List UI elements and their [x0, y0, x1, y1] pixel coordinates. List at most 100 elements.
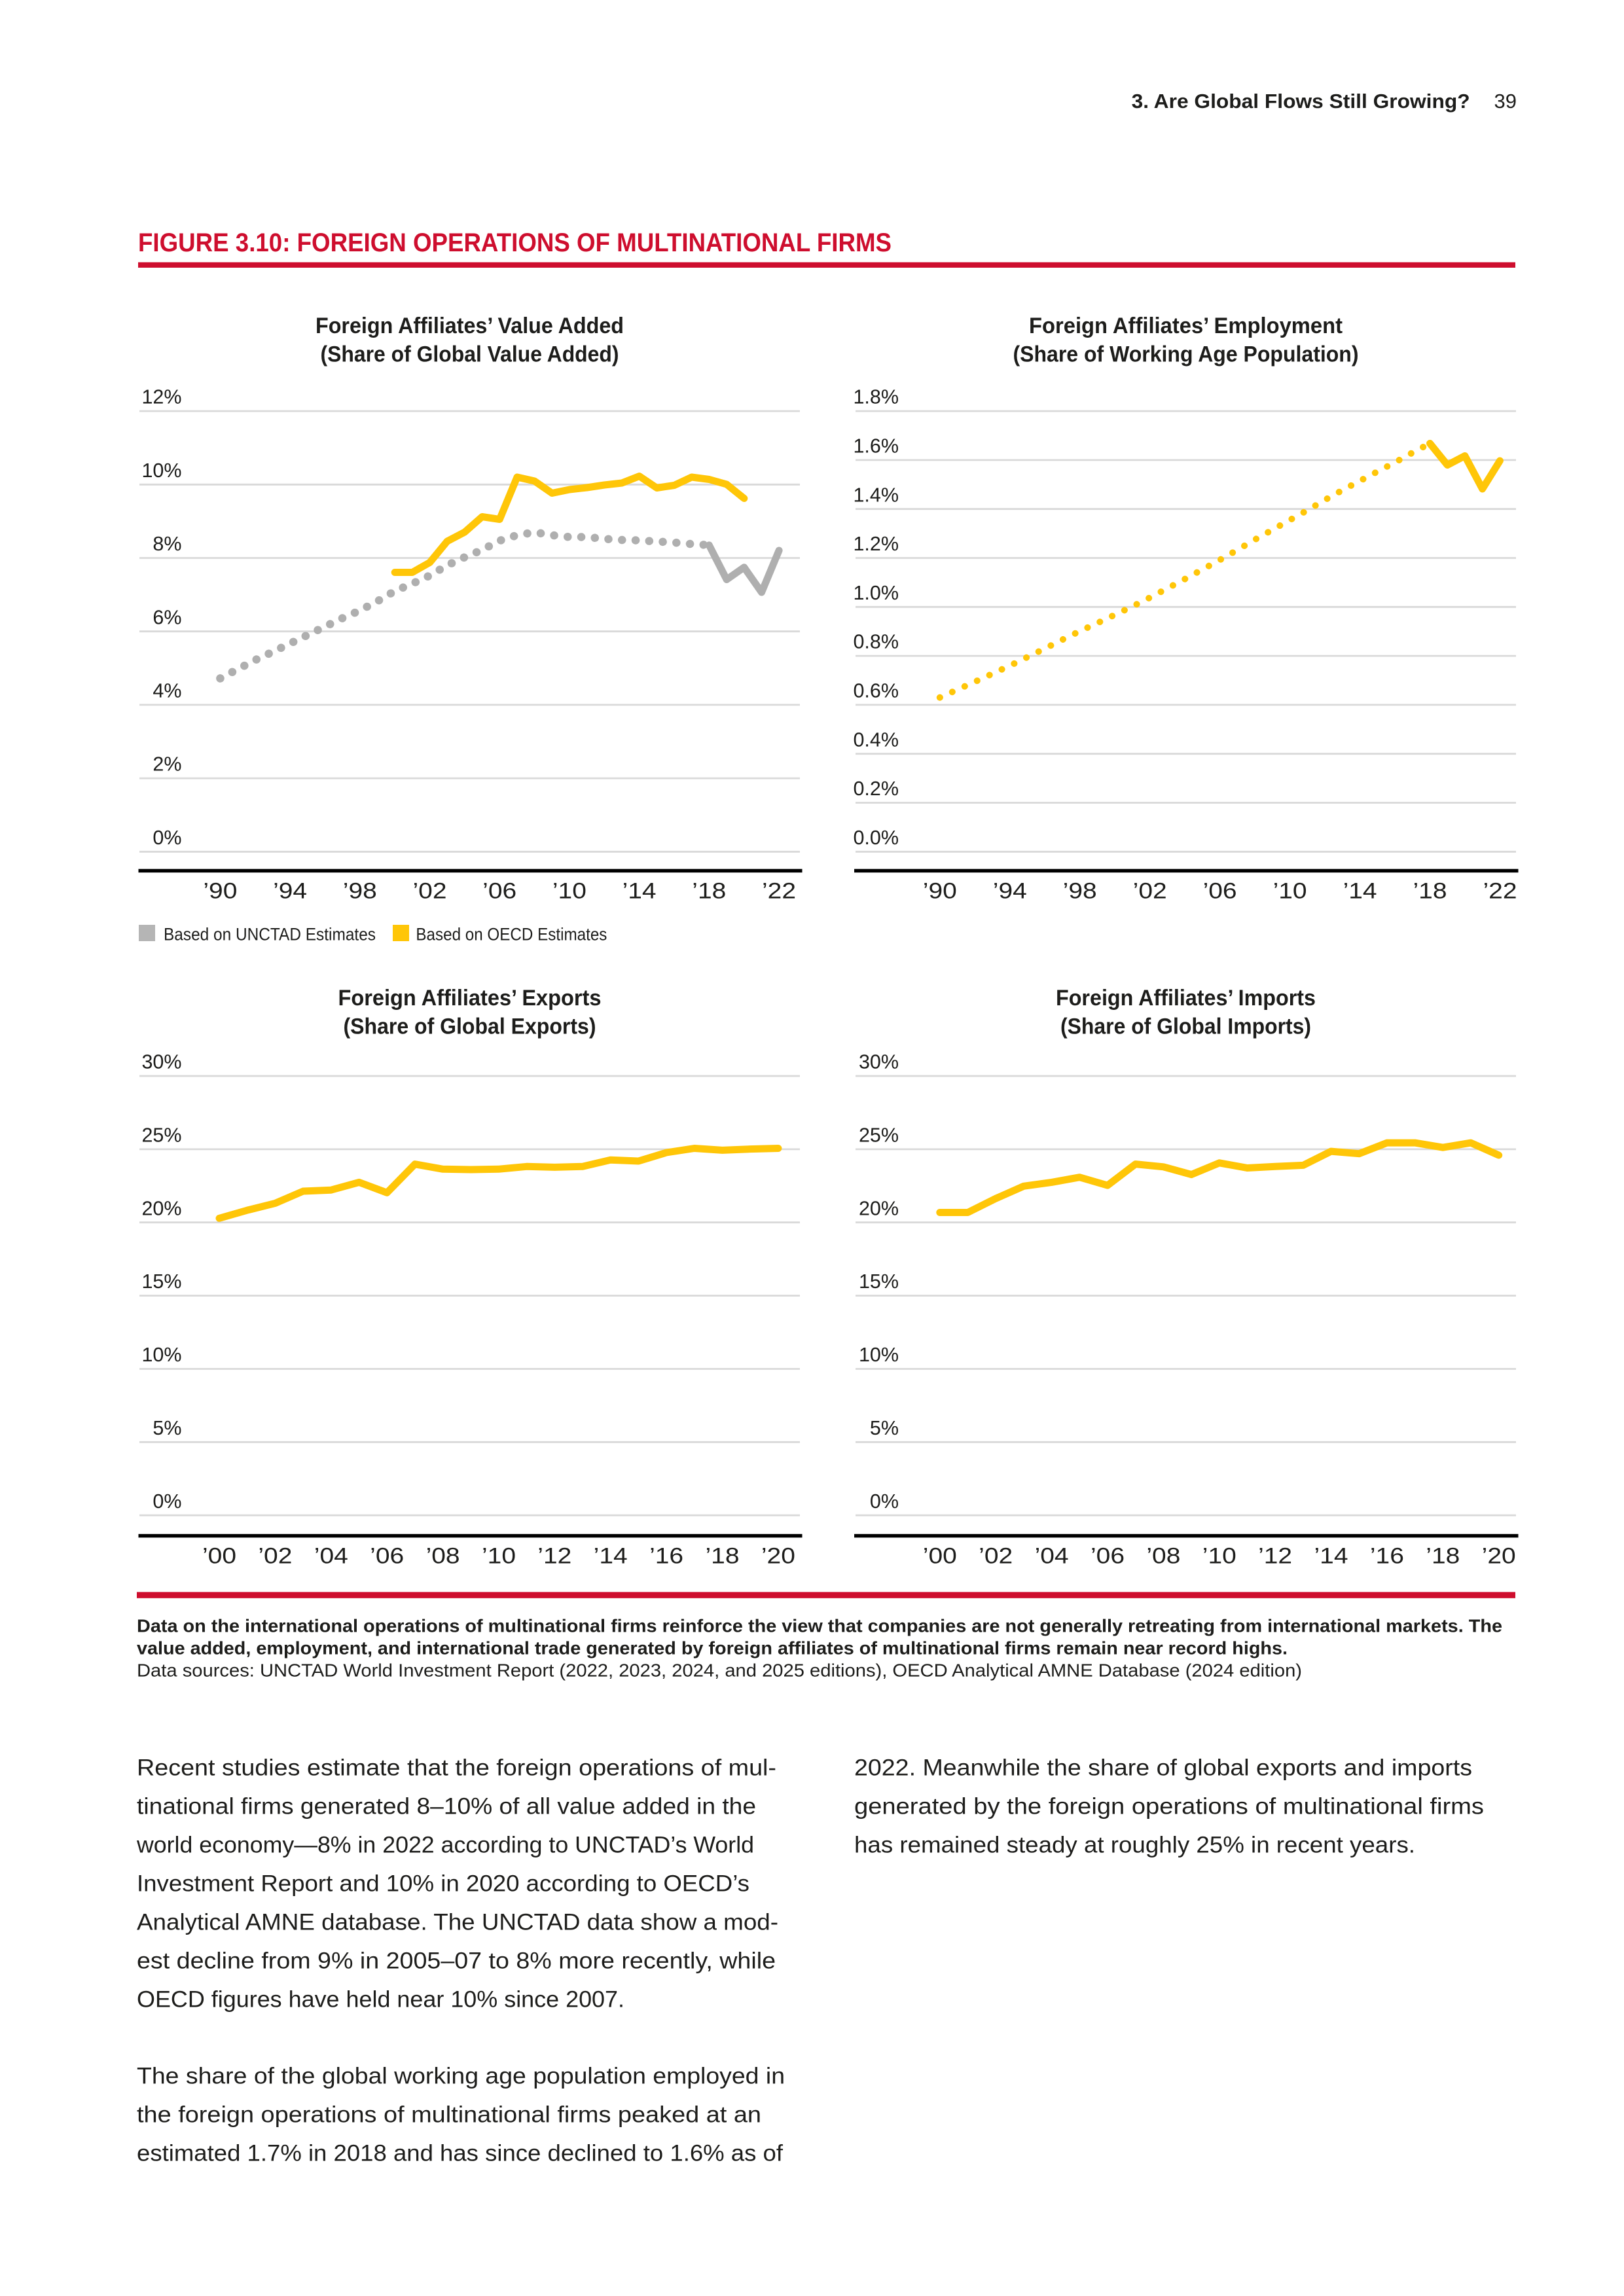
svg-text:’02: ’02	[413, 879, 447, 904]
svg-text:Foreign Affiliates’ Employment: Foreign Affiliates’ Employment	[1029, 314, 1343, 338]
svg-text:’18: ’18	[692, 879, 726, 904]
svg-text:3. Are Global Flows Still Grow: 3. Are Global Flows Still Growing?	[1132, 90, 1470, 113]
svg-text:’08: ’08	[426, 1544, 460, 1569]
svg-text:’16: ’16	[649, 1544, 683, 1569]
svg-text:10%: 10%	[859, 1344, 899, 1366]
svg-text:0.8%: 0.8%	[853, 631, 899, 653]
svg-text:’20: ’20	[1482, 1544, 1516, 1569]
svg-text:’12: ’12	[1258, 1544, 1292, 1569]
svg-text:FIGURE 3.10: FOREIGN OPERATION: FIGURE 3.10: FOREIGN OPERATIONS OF MULTI…	[138, 228, 892, 257]
svg-text:’10: ’10	[552, 879, 586, 904]
svg-text:10%: 10%	[141, 459, 181, 482]
svg-text:tinational firms generated 8–1: tinational firms generated 8–10% of all …	[137, 1794, 756, 1820]
svg-text:’18: ’18	[1426, 1544, 1460, 1569]
svg-text:’12: ’12	[537, 1544, 571, 1569]
svg-text:20%: 20%	[141, 1197, 181, 1219]
svg-text:est decline from 9% in 2005–07: est decline from 9% in 2005–07 to 8% mor…	[137, 1948, 776, 1974]
svg-text:’14: ’14	[1314, 1544, 1348, 1569]
svg-text:’98: ’98	[343, 879, 377, 904]
svg-text:’98: ’98	[1063, 879, 1097, 904]
svg-text:Foreign Affiliates’ Imports: Foreign Affiliates’ Imports	[1056, 986, 1316, 1011]
svg-text:1.6%: 1.6%	[853, 435, 899, 457]
svg-text:’18: ’18	[1413, 879, 1447, 904]
svg-text:Analytical AMNE database. The: Analytical AMNE database. The UNCTAD dat…	[137, 1910, 778, 1935]
svg-text:0%: 0%	[870, 1490, 899, 1513]
svg-text:(Share of Working Age Populati: (Share of Working Age Population)	[1013, 342, 1359, 367]
svg-text:’06: ’06	[1091, 1544, 1125, 1569]
svg-text:’04: ’04	[314, 1544, 348, 1569]
svg-text:’10: ’10	[482, 1544, 516, 1569]
svg-text:2%: 2%	[153, 753, 181, 776]
svg-text:(Share of Global Value Added): (Share of Global Value Added)	[321, 342, 619, 367]
svg-text:6%: 6%	[153, 606, 181, 628]
svg-text:39: 39	[1494, 90, 1517, 113]
svg-text:25%: 25%	[859, 1124, 899, 1147]
svg-text:Data on the international oper: Data on the international operations of …	[137, 1616, 1502, 1636]
svg-text:’02: ’02	[979, 1544, 1013, 1569]
svg-text:Foreign Affiliates’ Exports: Foreign Affiliates’ Exports	[338, 986, 602, 1011]
svg-text:8%: 8%	[153, 533, 181, 555]
svg-text:10%: 10%	[141, 1344, 181, 1366]
svg-text:’10: ’10	[1273, 879, 1307, 904]
svg-text:0%: 0%	[153, 827, 181, 849]
svg-text:1.0%: 1.0%	[853, 582, 899, 604]
svg-text:’06: ’06	[482, 879, 516, 904]
svg-text:’00: ’00	[202, 1544, 236, 1569]
svg-text:’06: ’06	[370, 1544, 404, 1569]
svg-text:0.0%: 0.0%	[853, 827, 899, 849]
svg-text:(Share of Global Imports): (Share of Global Imports)	[1060, 1014, 1311, 1039]
svg-text:the foreign operations of mult: the foreign operations of multinational …	[137, 2102, 761, 2128]
svg-text:’14: ’14	[594, 1544, 628, 1569]
svg-text:Investment Report and 10% in 2: Investment Report and 10% in 2020 accord…	[137, 1871, 749, 1897]
svg-text:15%: 15%	[141, 1270, 181, 1293]
svg-text:’90: ’90	[923, 879, 957, 904]
svg-text:generated by the foreign opera: generated by the foreign operations of m…	[854, 1794, 1484, 1820]
svg-text:Recent studies estimate that t: Recent studies estimate that the foreign…	[137, 1755, 776, 1781]
svg-text:OECD figures have held near 10: OECD figures have held near 10% since 20…	[137, 1987, 624, 2013]
svg-text:’02: ’02	[258, 1544, 292, 1569]
svg-text:1.8%: 1.8%	[853, 386, 899, 408]
svg-text:’16: ’16	[1370, 1544, 1404, 1569]
svg-text:’02: ’02	[1133, 879, 1167, 904]
svg-text:’06: ’06	[1203, 879, 1237, 904]
svg-text:0.6%: 0.6%	[853, 680, 899, 702]
svg-text:Based on OECD Estimates: Based on OECD Estimates	[416, 925, 607, 944]
svg-text:’18: ’18	[706, 1544, 740, 1569]
svg-text:’94: ’94	[273, 879, 307, 904]
svg-text:value added, employment, and i: value added, employment, and internation…	[137, 1638, 1288, 1659]
svg-text:12%: 12%	[141, 386, 181, 408]
svg-text:Data sources: UNCTAD World Inv: Data sources: UNCTAD World Investment Re…	[137, 1660, 1302, 1681]
svg-text:Foreign Affiliates’ Value Adde: Foreign Affiliates’ Value Added	[316, 314, 624, 338]
svg-text:’22: ’22	[1483, 879, 1517, 904]
svg-text:(Share of Global Exports): (Share of Global Exports)	[344, 1014, 596, 1039]
svg-text:’22: ’22	[762, 879, 796, 904]
svg-text:15%: 15%	[859, 1270, 899, 1293]
svg-text:0%: 0%	[153, 1490, 181, 1513]
svg-text:’20: ’20	[761, 1544, 795, 1569]
svg-text:25%: 25%	[141, 1124, 181, 1147]
svg-text:world economy—8% in 2022 accor: world economy—8% in 2022 according to UN…	[136, 1833, 754, 1858]
svg-text:5%: 5%	[870, 1417, 899, 1439]
svg-text:’14: ’14	[623, 879, 657, 904]
svg-text:’10: ’10	[1202, 1544, 1236, 1569]
svg-text:’90: ’90	[203, 879, 237, 904]
svg-text:30%: 30%	[141, 1051, 181, 1073]
svg-text:’04: ’04	[1035, 1544, 1069, 1569]
svg-text:’14: ’14	[1343, 879, 1377, 904]
svg-text:’94: ’94	[993, 879, 1027, 904]
svg-text:Based on UNCTAD Estimates: Based on UNCTAD Estimates	[164, 925, 376, 944]
svg-text:20%: 20%	[859, 1197, 899, 1219]
svg-text:estimated 1.7% in 2018 and has: estimated 1.7% in 2018 and has since dec…	[137, 2141, 783, 2166]
svg-text:5%: 5%	[153, 1417, 181, 1439]
svg-text:’08: ’08	[1146, 1544, 1180, 1569]
svg-text:’00: ’00	[923, 1544, 957, 1569]
svg-text:1.4%: 1.4%	[853, 484, 899, 506]
svg-text:1.2%: 1.2%	[853, 533, 899, 555]
svg-text:2022. Meanwhile the share of g: 2022. Meanwhile the share of global expo…	[854, 1755, 1472, 1781]
svg-text:0.4%: 0.4%	[853, 728, 899, 751]
svg-text:The share of the global workin: The share of the global working age popu…	[137, 2064, 785, 2089]
svg-text:0.2%: 0.2%	[853, 778, 899, 800]
svg-text:has remained steady at roughly: has remained steady at roughly 25% in re…	[854, 1833, 1415, 1858]
svg-text:4%: 4%	[153, 680, 181, 702]
svg-text:30%: 30%	[859, 1051, 899, 1073]
